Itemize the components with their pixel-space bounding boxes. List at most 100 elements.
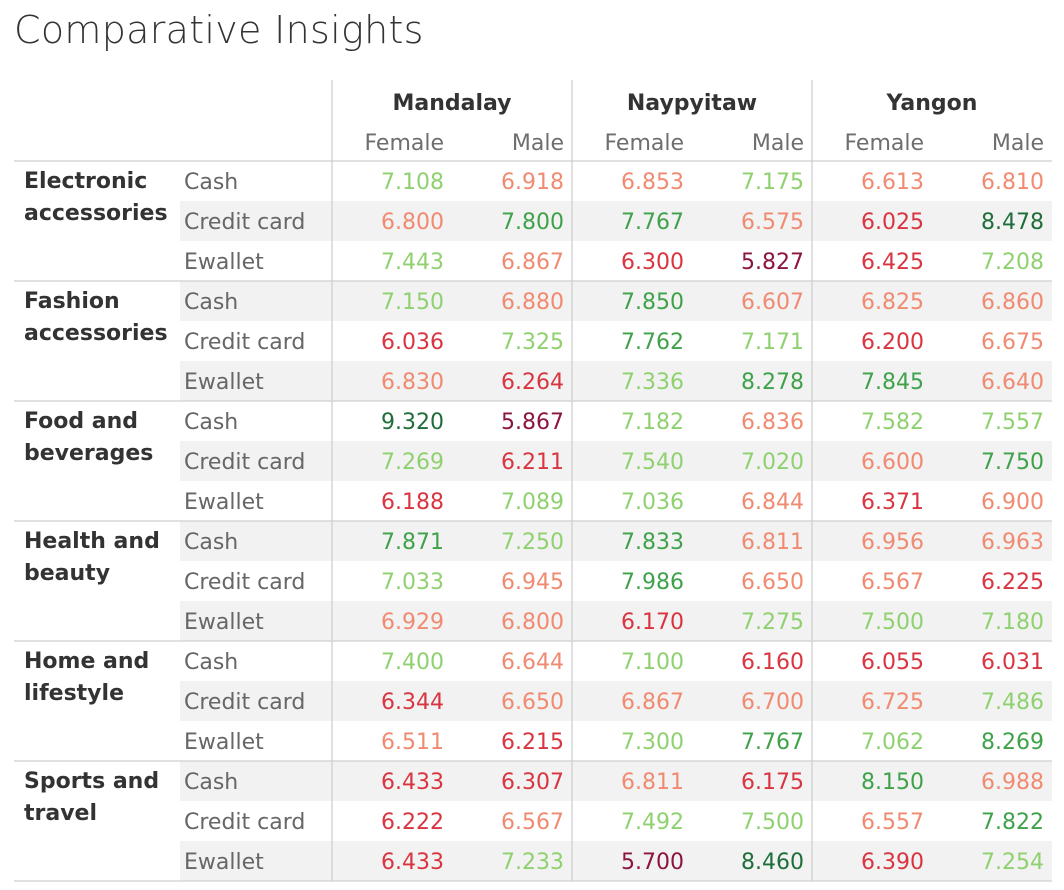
cell-value: 6.830 [381,370,444,395]
payment-label: Credit card [184,330,305,355]
payment-label: Ewallet [184,610,264,635]
cell-value: 7.767 [621,210,684,235]
cell-value: 6.567 [861,570,924,595]
city-header: Naypyitaw [627,91,757,116]
cell-value: 7.822 [981,810,1044,835]
cell-value: 6.025 [861,210,924,235]
product-line-label: travel [24,801,97,826]
cell-value: 7.557 [981,410,1044,435]
cell-value: 7.233 [501,850,564,875]
product-line-label: Sports and [24,769,159,794]
cell-value: 7.100 [621,650,684,675]
cell-value: 7.762 [621,330,684,355]
cell-value: 6.055 [861,650,924,675]
cell-value: 6.650 [501,690,564,715]
cell-value: 7.486 [981,690,1044,715]
gender-header: Female [604,131,684,156]
cell-value: 7.269 [381,450,444,475]
cell-value: 6.929 [381,610,444,635]
gender-header: Male [512,131,564,156]
cell-value: 6.853 [621,170,684,195]
row-band [180,361,1052,401]
payment-label: Ewallet [184,250,264,275]
cell-value: 8.278 [741,370,804,395]
cell-value: 6.200 [861,330,924,355]
cell-value: 7.750 [981,450,1044,475]
cell-value: 7.500 [861,610,924,635]
cell-value: 7.582 [861,410,924,435]
product-line-label: Health and [24,529,160,554]
cell-value: 6.307 [501,770,564,795]
cell-value: 7.108 [381,170,444,195]
cell-value: 7.033 [381,570,444,595]
cell-value: 6.170 [621,610,684,635]
cell-value: 7.400 [381,650,444,675]
city-header: Yangon [886,91,978,116]
product-line-label: accessories [24,321,168,346]
cell-value: 6.956 [861,530,924,555]
product-line-label: beauty [24,561,110,586]
row-band [180,761,1052,801]
row-band [180,281,1052,321]
cell-value: 7.250 [501,530,564,555]
cell-value: 6.644 [501,650,564,675]
product-line-label: Food and [24,409,138,434]
cell-value: 6.825 [861,290,924,315]
cell-value: 6.390 [861,850,924,875]
payment-label: Cash [184,530,238,555]
product-line-label: lifestyle [24,681,124,706]
cell-value: 7.492 [621,810,684,835]
payment-label: Ewallet [184,370,264,395]
cell-value: 7.036 [621,490,684,515]
cell-value: 7.182 [621,410,684,435]
cell-value: 6.810 [981,170,1044,195]
cell-value: 6.425 [861,250,924,275]
product-line-label: Electronic [24,169,147,194]
cell-value: 7.800 [501,210,564,235]
cell-value: 6.222 [381,810,444,835]
cell-value: 6.880 [501,290,564,315]
cell-value: 6.725 [861,690,924,715]
gender-header: Female [844,131,924,156]
cell-value: 6.640 [981,370,1044,395]
cell-value: 6.225 [981,570,1044,595]
cell-value: 5.827 [741,250,804,275]
cell-value: 6.031 [981,650,1044,675]
payment-label: Ewallet [184,850,264,875]
cell-value: 8.478 [981,210,1044,235]
cell-value: 7.336 [621,370,684,395]
cell-value: 7.180 [981,610,1044,635]
cell-value: 7.254 [981,850,1044,875]
cell-value: 7.325 [501,330,564,355]
payment-label: Cash [184,770,238,795]
payment-label: Ewallet [184,490,264,515]
row-band [180,841,1052,881]
payment-label: Cash [184,410,238,435]
cell-value: 7.845 [861,370,924,395]
row-band [180,601,1052,641]
cell-value: 6.211 [501,450,564,475]
cell-value: 6.344 [381,690,444,715]
cell-value: 6.215 [501,730,564,755]
cell-value: 9.320 [381,410,444,435]
cell-value: 6.433 [381,850,444,875]
cell-value: 7.443 [381,250,444,275]
cell-value: 8.460 [741,850,804,875]
cell-value: 7.089 [501,490,564,515]
cell-value: 6.511 [381,730,444,755]
cell-value: 6.811 [621,770,684,795]
gender-header: Male [992,131,1044,156]
payment-label: Credit card [184,810,305,835]
payment-label: Cash [184,290,238,315]
payment-label: Cash [184,170,238,195]
cell-value: 6.300 [621,250,684,275]
cell-value: 7.986 [621,570,684,595]
cell-value: 6.371 [861,490,924,515]
gender-header: Female [364,131,444,156]
cell-value: 7.540 [621,450,684,475]
cell-value: 7.833 [621,530,684,555]
payment-label: Credit card [184,210,305,235]
gender-header: Male [752,131,804,156]
cell-value: 6.613 [861,170,924,195]
